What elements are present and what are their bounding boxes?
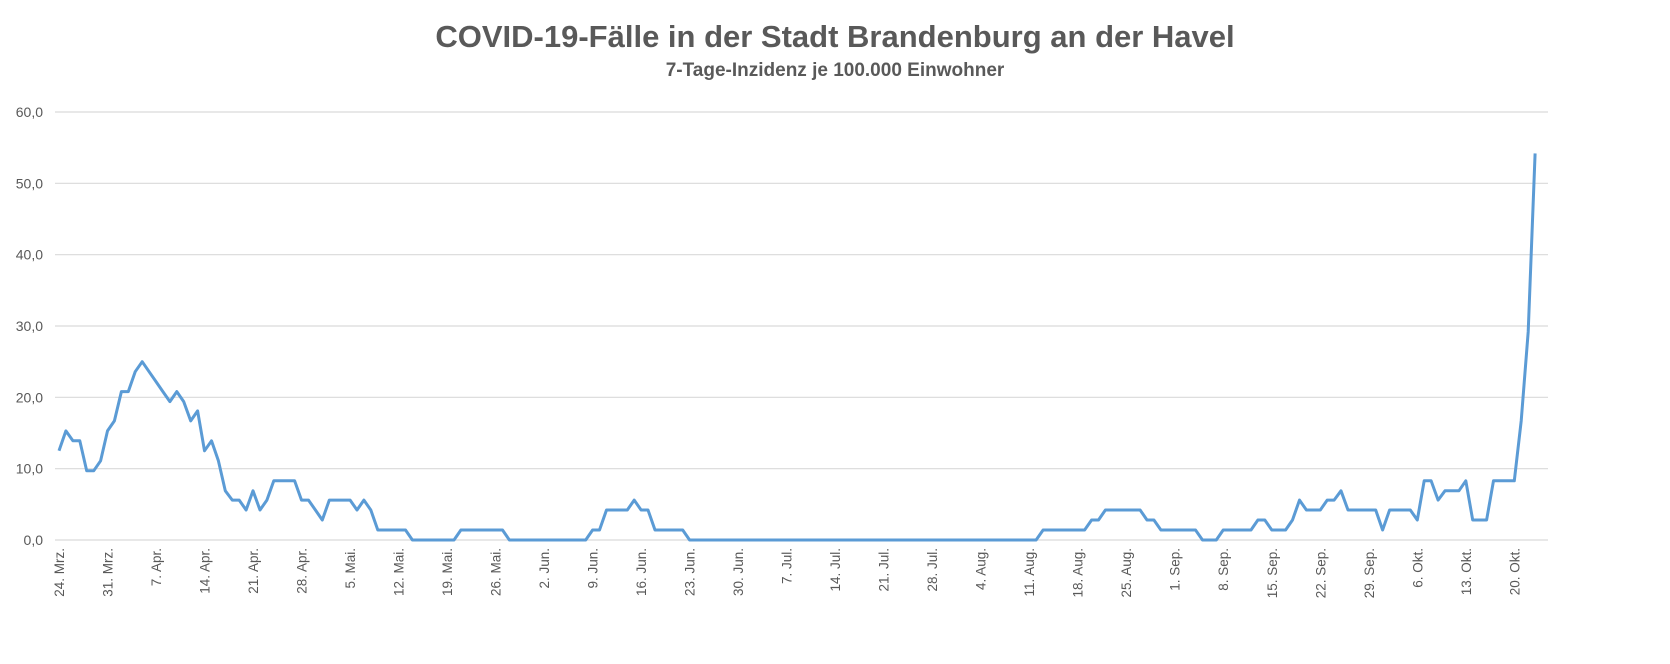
x-tick-label: 19. Mai. [440,548,455,596]
x-tick-label: 20. Okt. [1507,548,1522,595]
y-tick-label: 10,0 [16,461,43,477]
chart-title: COVID-19-Fälle in der Stadt Brandenburg … [435,19,1234,54]
x-tick-label: 9. Jun. [586,548,601,589]
x-axis-ticks: 24. Mrz. 31. Mrz. 7. Apr. 14. Apr. 21. Apr. 2… [52,548,1522,598]
x-tick-label: 6. Okt. [1410,548,1425,588]
x-tick-label: 30. Jun. [731,548,746,596]
y-tick-label: 30,0 [16,318,43,334]
x-tick-label: 13. Okt. [1459,548,1474,595]
x-tick-label: 1. Sep. [1168,548,1183,591]
series-line [59,153,1535,540]
x-tick-label: 16. Jun. [634,548,649,596]
y-tick-label: 50,0 [16,175,43,191]
x-tick-label: 26. Mai. [489,548,504,596]
y-tick-label: 0,0 [24,532,44,548]
chart-subtitle: 7-Tage-Inzidenz je 100.000 Einwohner [666,60,1005,81]
gridlines [55,112,1548,540]
x-tick-label: 31. Mrz. [101,548,116,597]
x-tick-label: 7. Apr. [149,548,164,586]
x-tick-label: 12. Mai. [392,548,407,596]
y-tick-label: 20,0 [16,389,43,405]
y-tick-label: 40,0 [16,247,43,263]
x-tick-label: 28. Apr. [295,548,310,594]
x-tick-label: 7. Jul. [780,548,795,584]
x-tick-label: 23. Jun. [683,548,698,596]
x-tick-label: 2. Jun. [537,548,552,589]
x-tick-label: 15. Sep. [1265,548,1280,598]
x-tick-label: 21. Jul. [877,548,892,592]
x-tick-label: 11. Aug. [1022,548,1037,597]
x-tick-label: 8. Sep. [1216,548,1231,591]
x-tick-label: 24. Mrz. [52,548,67,597]
series-layer [59,153,1535,540]
x-tick-label: 25. Aug. [1119,548,1134,598]
x-tick-label: 29. Sep. [1362,548,1377,598]
x-tick-label: 14. Apr. [198,548,213,594]
x-tick-label: 14. Jul. [828,548,843,592]
x-tick-label: 22. Sep. [1313,548,1328,598]
y-tick-label: 60,0 [16,104,43,120]
y-axis-ticks: 0,0 10,0 20,0 30,0 40,0 50,0 60,0 [16,104,43,548]
x-tick-label: 21. Apr. [246,548,261,594]
x-tick-label: 28. Jul. [925,548,940,592]
x-tick-label: 18. Aug. [1071,548,1086,598]
x-tick-label: 4. Aug. [974,548,989,590]
x-tick-label: 5. Mai. [343,548,358,589]
